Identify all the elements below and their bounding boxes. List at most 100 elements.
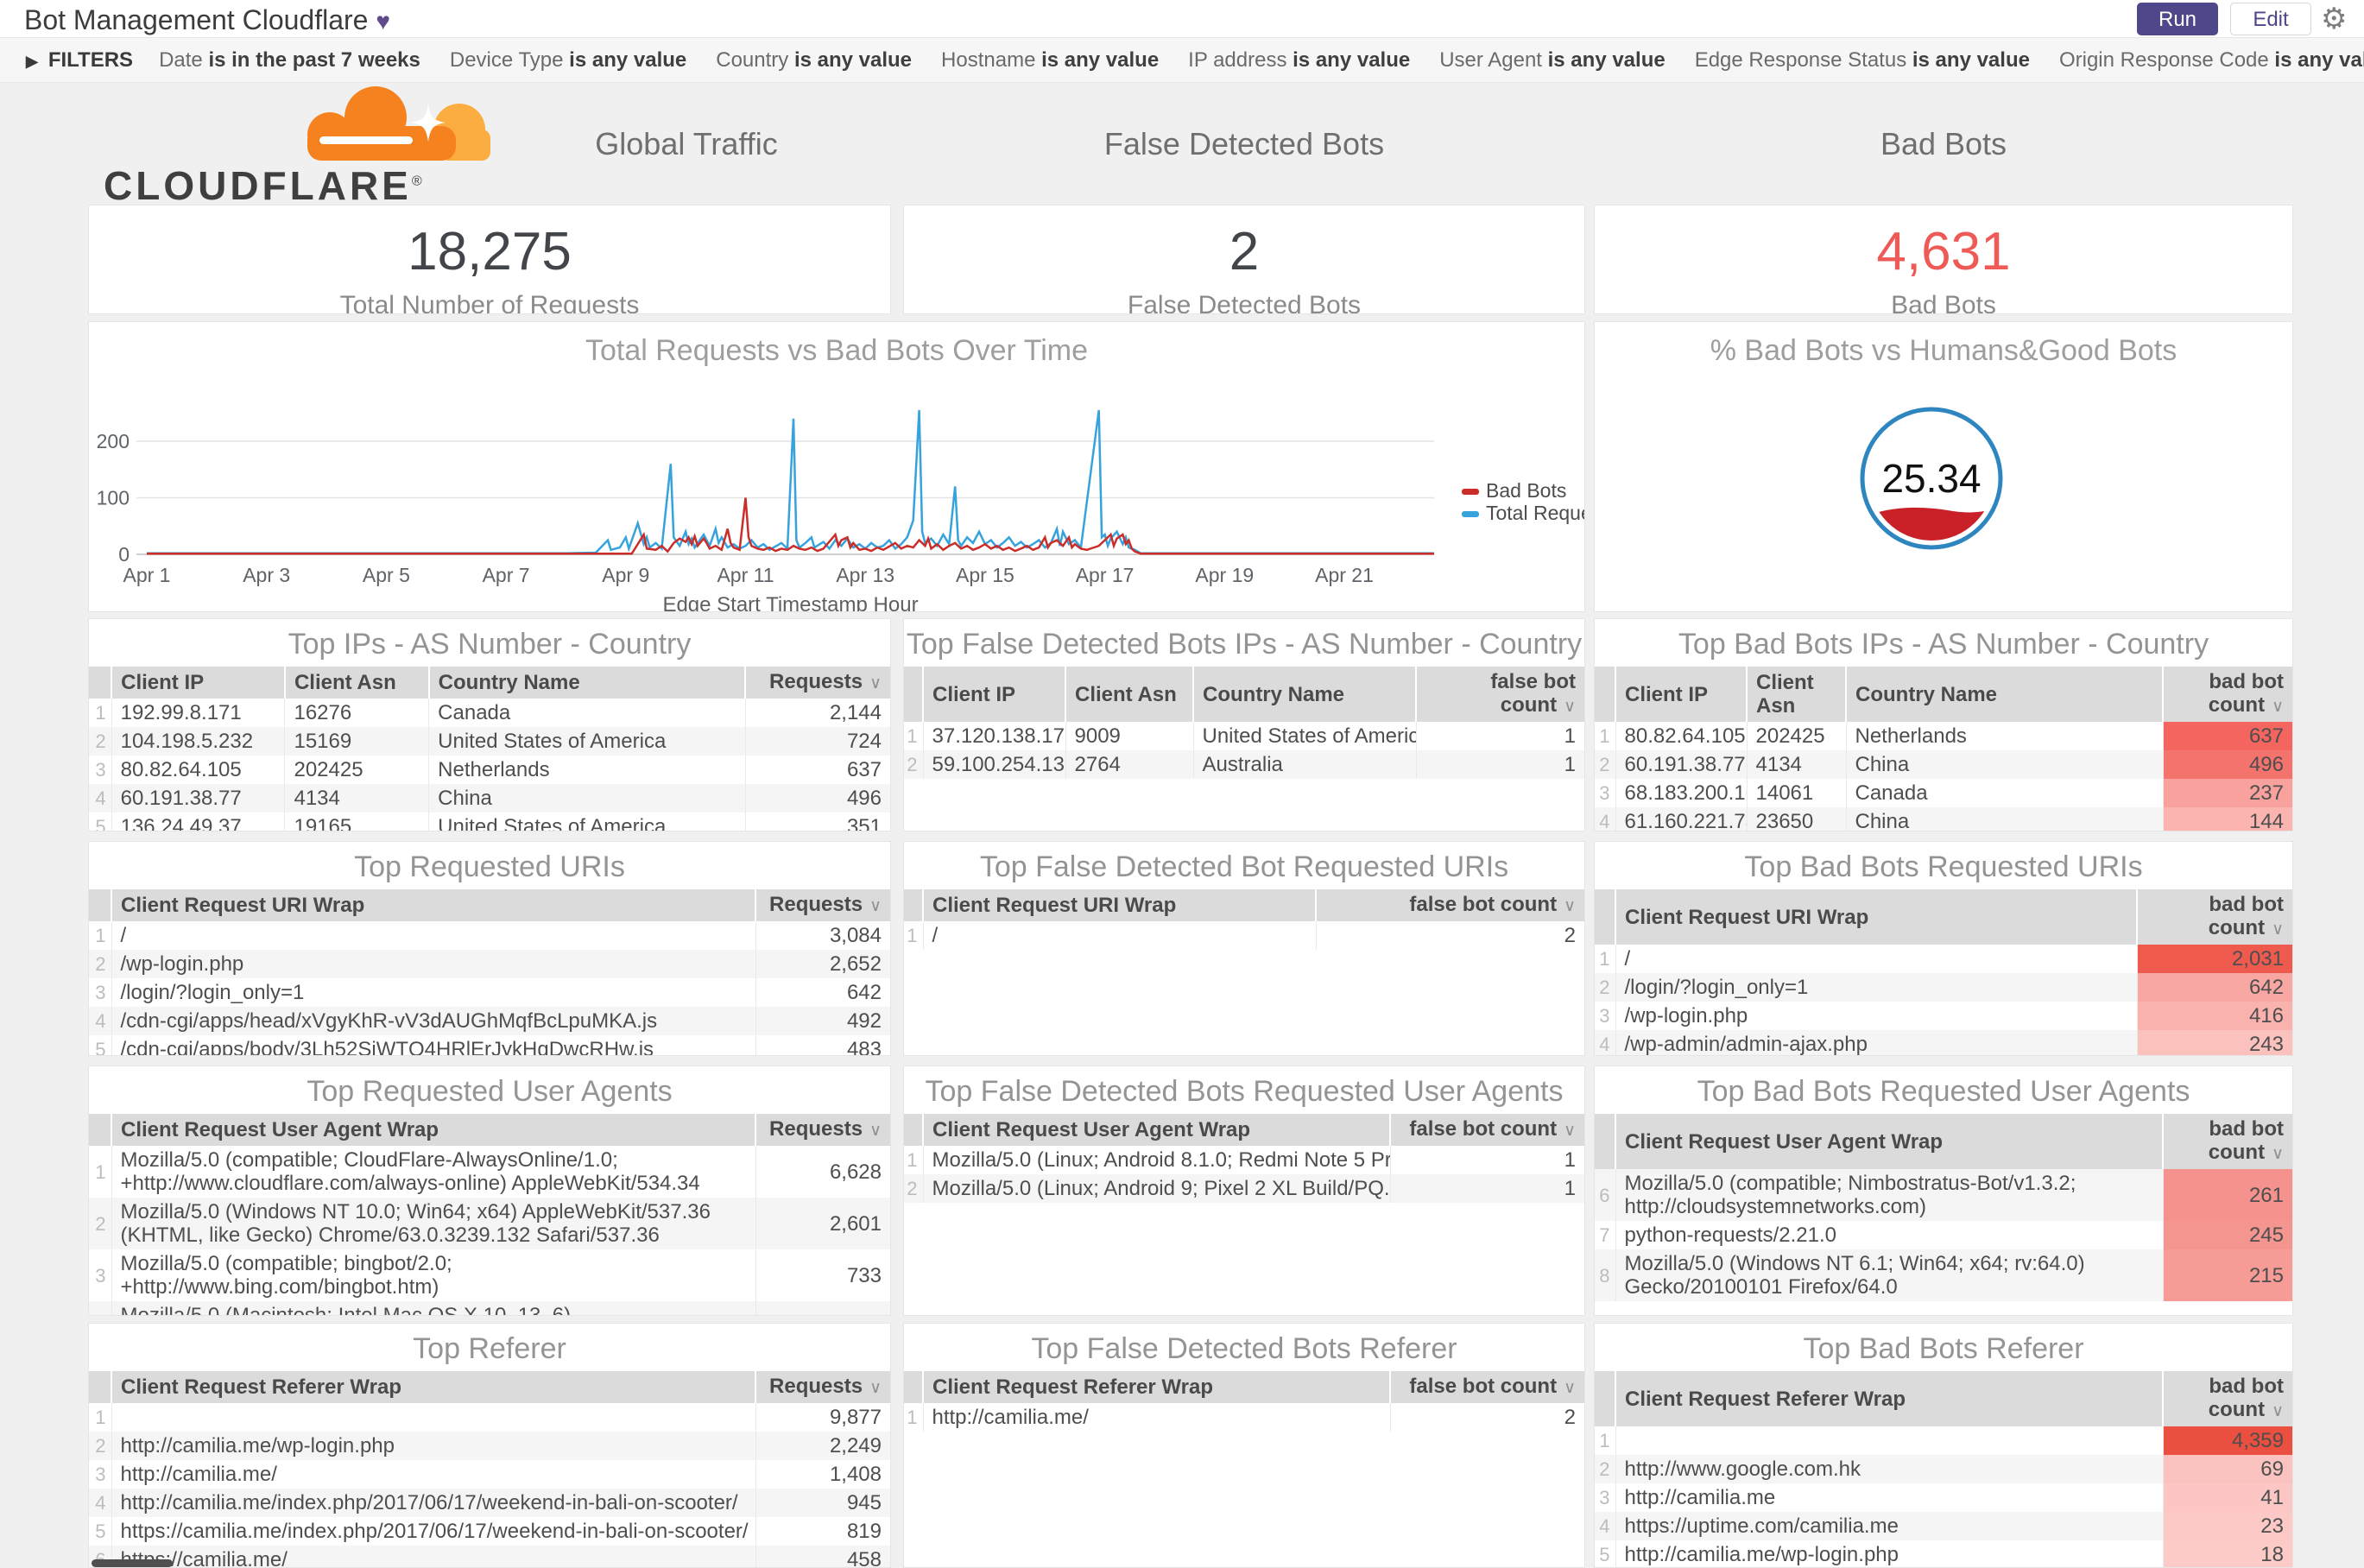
table-row[interactable]: 1 37.120.138.173 9009 United States of Amer… bbox=[904, 722, 1584, 750]
filter-item[interactable]: Device Type is any value bbox=[449, 47, 687, 72]
column-header[interactable]: Client Asn bbox=[1065, 667, 1194, 722]
table-row[interactable]: 6 https://camilia.me/458 bbox=[89, 1546, 890, 1567]
table-bad-bot-ips: Client IP Client Asn Country Name bad bot c… bbox=[1595, 667, 2292, 831]
table-row[interactable]: 3 http://camilia.me 41 bbox=[1595, 1483, 2292, 1512]
column-header[interactable]: Client Request User Agent Wrap bbox=[1615, 1114, 2164, 1169]
table-row[interactable]: 4Mozilla/5.0 (Macintosh; Intel Mac OS X … bbox=[89, 1301, 890, 1315]
svg-text:Apr 17: Apr 17 bbox=[1076, 564, 1135, 586]
table-row[interactable]: 2 http://www.google.com.hk 69 bbox=[1595, 1455, 2292, 1483]
table-row[interactable]: 1 9,877 bbox=[89, 1403, 890, 1432]
line-chart[interactable]: 0 100 200 Apr 1 Apr 3 Apr 5 Apr 7 Apr 9 Apr 11 Ap… bbox=[89, 368, 1584, 612]
column-header[interactable]: Country Name bbox=[1846, 667, 2164, 722]
row-number: 5 bbox=[89, 1517, 112, 1546]
table-row[interactable]: 2/wp-login.php 2,652 bbox=[89, 950, 890, 978]
table-row[interactable]: 5 https://camilia.me/index.php/2017/06/17… bbox=[89, 1517, 890, 1546]
column-header[interactable]: Client Request Referer Wrap bbox=[1615, 1371, 2164, 1426]
column-header[interactable]: Client Request Referer Wrap bbox=[111, 1371, 756, 1403]
column-header[interactable]: Requests ∨ bbox=[755, 1371, 890, 1403]
table-bad-bot-uris: Client Request URI Wrap bad bot count ∨ 1/2… bbox=[1595, 889, 2292, 1055]
table-row[interactable]: 2 Mozilla/5.0 (Windows NT 10.0; Win64; x6… bbox=[89, 1198, 890, 1249]
row-number: 1 bbox=[89, 699, 112, 727]
table-row[interactable]: 1 Mozilla/5.0 (Linux; Android 8.1.0; Redm… bbox=[904, 1146, 1584, 1174]
table-row[interactable]: 2/login/?login_only=1 642 bbox=[1595, 973, 2292, 1002]
table-row[interactable]: 3 80.82.64.105 202425 Netherlands 637 bbox=[89, 756, 890, 784]
table-row[interactable]: 1 4,359 bbox=[1595, 1426, 2292, 1455]
table-row[interactable]: 6 Mozilla/5.0 (compatible; Nimbostratus-B… bbox=[1595, 1169, 2292, 1221]
table-cell: / bbox=[111, 921, 756, 950]
column-header[interactable]: Requests ∨ bbox=[745, 667, 890, 699]
column-header[interactable]: Client Request Referer Wrap bbox=[923, 1371, 1391, 1403]
row-number-header bbox=[89, 1114, 112, 1146]
column-header[interactable]: Client Request URI Wrap bbox=[1615, 889, 2138, 945]
row-number-header bbox=[1595, 667, 1616, 722]
table-row[interactable]: 2 104.198.5.232 15169 United States of Amer… bbox=[89, 727, 890, 756]
table-row[interactable]: 368.183.200.16714061Canada237 bbox=[1595, 779, 2292, 807]
column-header[interactable]: Client IP bbox=[923, 667, 1066, 722]
column-header[interactable]: Client Asn bbox=[284, 667, 430, 699]
column-header[interactable]: bad bot count ∨ bbox=[2137, 889, 2292, 945]
row-number-header bbox=[1595, 1371, 1616, 1426]
column-header[interactable]: Client Request User Agent Wrap bbox=[111, 1114, 756, 1146]
filter-item[interactable]: Country is any value bbox=[716, 47, 913, 72]
table-row[interactable]: 4 https://uptime.com/camilia.me 23 bbox=[1595, 1512, 2292, 1540]
filter-item[interactable]: Origin Response Code is any value bbox=[2058, 47, 2364, 72]
column-header[interactable]: Client IP bbox=[111, 667, 286, 699]
table-row[interactable]: 8 Mozilla/5.0 (Windows NT 6.1; Win64; x64… bbox=[1595, 1249, 2292, 1301]
table-row[interactable]: 3/wp-login.php 416 bbox=[1595, 1002, 2292, 1030]
table-row[interactable]: 7 python-requests/2.21.0 245 bbox=[1595, 1221, 2292, 1249]
column-header[interactable]: false bot count ∨ bbox=[1416, 667, 1584, 722]
table-row[interactable]: 4/wp-admin/admin-ajax.php 243 bbox=[1595, 1030, 2292, 1055]
table-row[interactable]: 1 80.82.64.105 202425 Netherlands 637 bbox=[1595, 722, 2292, 750]
table-row[interactable]: 4 61.160.221.73 23650 China 144 bbox=[1595, 807, 2292, 831]
table-row[interactable]: 3 Mozilla/5.0 (compatible; bingbot/2.0; +… bbox=[89, 1249, 890, 1301]
column-header[interactable]: Client Request URI Wrap bbox=[923, 889, 1317, 921]
table-cell: Mozilla/5.0 (Windows NT 10.0; Win64; x64… bbox=[111, 1198, 756, 1249]
column-header[interactable]: Client Request User Agent Wrap bbox=[923, 1114, 1391, 1146]
filter-item[interactable]: IP address is any value bbox=[1188, 47, 1411, 72]
column-header[interactable]: bad bot count ∨ bbox=[2163, 667, 2292, 722]
horizontal-scrollbar-thumb[interactable] bbox=[92, 1559, 173, 1567]
row-number: 1 bbox=[904, 921, 924, 950]
column-header[interactable]: Client Request URI Wrap bbox=[111, 889, 756, 921]
table-row[interactable]: 1/ 3,084 bbox=[89, 921, 890, 950]
table-row[interactable]: 5 136.24.49.37 19165 United States of Ameri… bbox=[89, 812, 890, 831]
table-row[interactable]: 4 http://camilia.me/index.php/2017/06/17/… bbox=[89, 1489, 890, 1517]
table-row[interactable]: 3/login/?login_only=1 642 bbox=[89, 978, 890, 1007]
table-row[interactable]: 2 60.191.38.77 4134 China 496 bbox=[1595, 750, 2292, 779]
column-header[interactable]: Country Name bbox=[428, 667, 747, 699]
edit-button[interactable]: Edit bbox=[2230, 3, 2311, 35]
column-header[interactable]: Country Name bbox=[1193, 667, 1417, 722]
column-header[interactable]: false bot count ∨ bbox=[1390, 1371, 1584, 1403]
table-cell: United States of America bbox=[428, 727, 746, 756]
row-number: 5 bbox=[89, 1035, 112, 1055]
table-row[interactable]: 1/ 2 bbox=[904, 921, 1584, 950]
column-header[interactable]: bad bot count ∨ bbox=[2163, 1371, 2292, 1426]
table-row[interactable]: 2 59.100.254.130 2764 Australia 1 bbox=[904, 750, 1584, 779]
table-row[interactable]: 2 http://camilia.me/wp-login.php 2,249 bbox=[89, 1432, 890, 1460]
table-row[interactable]: 1/2,031 bbox=[1595, 945, 2292, 973]
column-header[interactable]: Requests ∨ bbox=[755, 889, 890, 921]
column-header[interactable]: Client Asn bbox=[1747, 667, 1847, 722]
table-row[interactable]: 1 http://camilia.me/2 bbox=[904, 1403, 1584, 1432]
table-row[interactable]: 5/cdn-cgi/apps/body/3Lh52SjWTQ4HRlErJykH… bbox=[89, 1035, 890, 1055]
gear-icon[interactable]: ⚙ bbox=[2321, 3, 2348, 35]
column-header[interactable]: Requests ∨ bbox=[755, 1114, 890, 1146]
row-number: 2 bbox=[904, 750, 924, 779]
column-header[interactable]: false bot count ∨ bbox=[1390, 1114, 1584, 1146]
column-header[interactable]: Client IP bbox=[1615, 667, 1748, 722]
column-header[interactable]: bad bot count ∨ bbox=[2163, 1114, 2292, 1169]
run-button[interactable]: Run bbox=[2137, 3, 2218, 35]
column-header[interactable]: false bot count ∨ bbox=[1316, 889, 1584, 921]
table-row[interactable]: 4/cdn-cgi/apps/head/xVgyKhR-vV3dAUGhMqfB… bbox=[89, 1007, 890, 1035]
filters-toggle[interactable]: ▶ FILTERS bbox=[26, 47, 134, 72]
filter-item[interactable]: Hostname is any value bbox=[941, 47, 1160, 72]
table-row[interactable]: 2 Mozilla/5.0 (Linux; Android 9; Pixel 2 … bbox=[904, 1174, 1584, 1203]
table-row[interactable]: 5 http://camilia.me/wp-login.php 18 bbox=[1595, 1540, 2292, 1567]
table-row[interactable]: 4 60.191.38.77 4134 China 496 bbox=[89, 784, 890, 812]
table-row[interactable]: 3 http://camilia.me/1,408 bbox=[89, 1460, 890, 1489]
table-row[interactable]: 1 192.99.8.171 16276 Canada 2,144 bbox=[89, 699, 890, 727]
filter-item[interactable]: Date is in the past 7 weeks bbox=[159, 47, 420, 72]
table-row[interactable]: 1 Mozilla/5.0 (compatible; CloudFlare-Alw… bbox=[89, 1146, 890, 1198]
filter-item[interactable]: User Agent is any value bbox=[1439, 47, 1666, 72]
filter-item[interactable]: Edge Response Status is any value bbox=[1694, 47, 2030, 72]
